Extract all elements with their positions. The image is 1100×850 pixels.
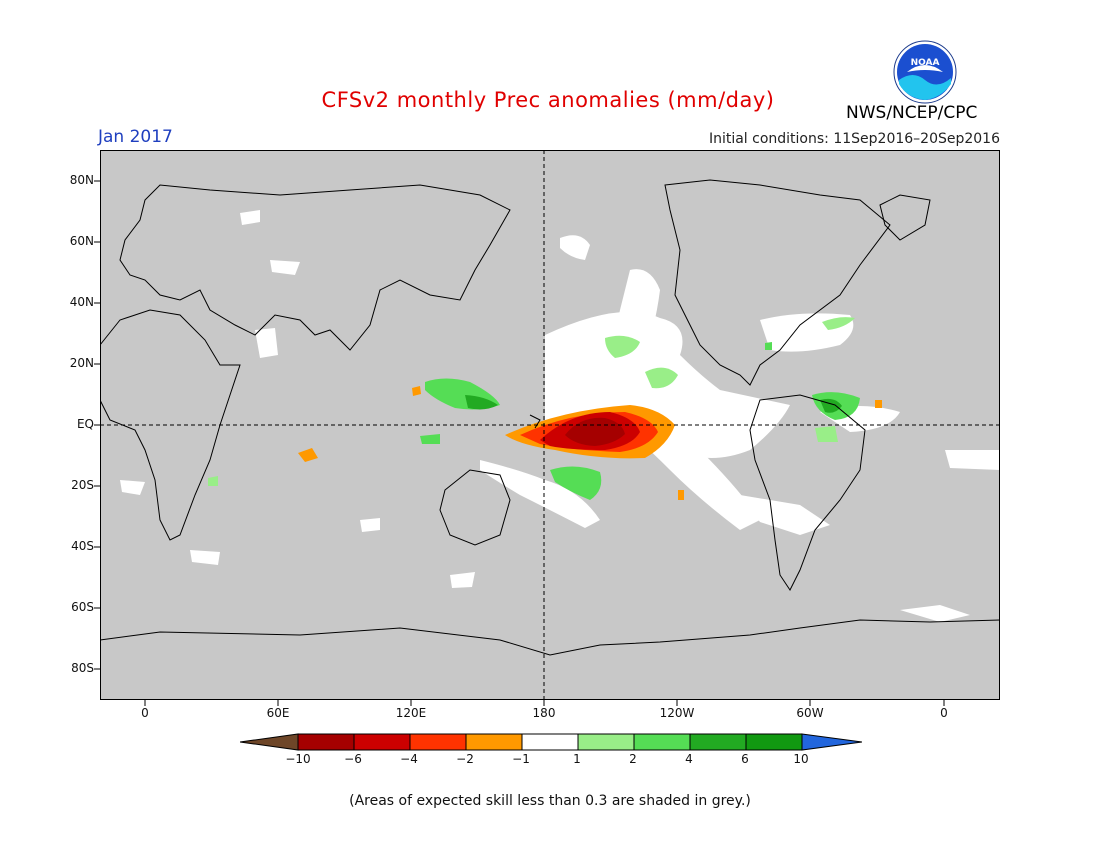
colorbar-label-m2: −2: [456, 752, 474, 766]
south-america-outline: [749, 394, 866, 591]
colorbar-label-m10: −10: [285, 752, 311, 766]
negative-anomaly-areas: [298, 386, 882, 500]
target-month-label: Jan 2017: [98, 127, 173, 147]
lat-label-40n: 40N: [69, 295, 94, 309]
colorbar-swatch: [353, 733, 411, 751]
lat-label-eq: EQ: [76, 417, 94, 431]
lat-label-60n: 60N: [69, 234, 94, 248]
north-america-outline: [664, 179, 891, 386]
colorbar-swatch: [689, 733, 747, 751]
colorbar-label-6: 6: [741, 752, 749, 766]
lon-label-120w: 120W: [659, 706, 695, 720]
colorbar-swatch: [745, 733, 803, 751]
colorbar-label-m4: −4: [400, 752, 418, 766]
lon-label-120e: 120E: [395, 706, 427, 720]
logo-text: NOAA: [911, 58, 940, 68]
colorbar-swatch: [577, 733, 635, 751]
initial-conditions-label: Initial conditions: 11Sep2016–20Sep2016: [708, 131, 1000, 147]
map-panel: [100, 150, 1000, 700]
africa-outline: [100, 309, 241, 541]
lon-label-180: 180: [532, 706, 556, 720]
colorbar-label-2: 2: [629, 752, 637, 766]
agency-label: NWS/NCEP/CPC: [846, 103, 978, 123]
lon-label-0: 0: [141, 706, 149, 720]
colorbar: [240, 733, 862, 751]
antarctica-outline: [100, 619, 1000, 656]
lon-label-60e: 60E: [266, 706, 290, 720]
lat-label-20s: 20S: [71, 478, 94, 492]
lon-label-0-east: 0: [940, 706, 948, 720]
lat-label-40s: 40S: [71, 539, 94, 553]
greenland-outline: [879, 194, 931, 241]
colorbar-label-4: 4: [685, 752, 693, 766]
colorbar-label-m1: −1: [512, 752, 530, 766]
noaa-logo-icon: NOAA: [893, 40, 957, 104]
colorbar-swatch: [465, 733, 523, 751]
australia-outline: [439, 469, 511, 546]
lat-label-80n: 80N: [69, 173, 94, 187]
footnote: (Areas of expected skill less than 0.3 a…: [349, 793, 751, 809]
colorbar-label-10: 10: [793, 752, 809, 766]
colorbar-swatch: [521, 733, 579, 751]
positive-anomaly-areas: [208, 317, 860, 500]
lat-label-80s: 80S: [71, 661, 94, 675]
colorbar-label-m6: −6: [344, 752, 362, 766]
colorbar-swatch: [240, 733, 299, 751]
colorbar-swatch: [801, 733, 862, 751]
colorbar-swatch: [633, 733, 691, 751]
lon-label-60w: 60W: [796, 706, 824, 720]
colorbar-label-1: 1: [573, 752, 581, 766]
colorbar-swatch: [297, 733, 355, 751]
chart-title: CFSv2 monthly Prec anomalies (mm/day): [321, 88, 775, 112]
lat-label-20n: 20N: [69, 356, 94, 370]
lat-label-60s: 60S: [71, 600, 94, 614]
colorbar-swatch: [409, 733, 467, 751]
axis-ticks: [94, 180, 945, 706]
eurasia-outline: [119, 184, 511, 351]
coastlines: [100, 179, 1000, 656]
